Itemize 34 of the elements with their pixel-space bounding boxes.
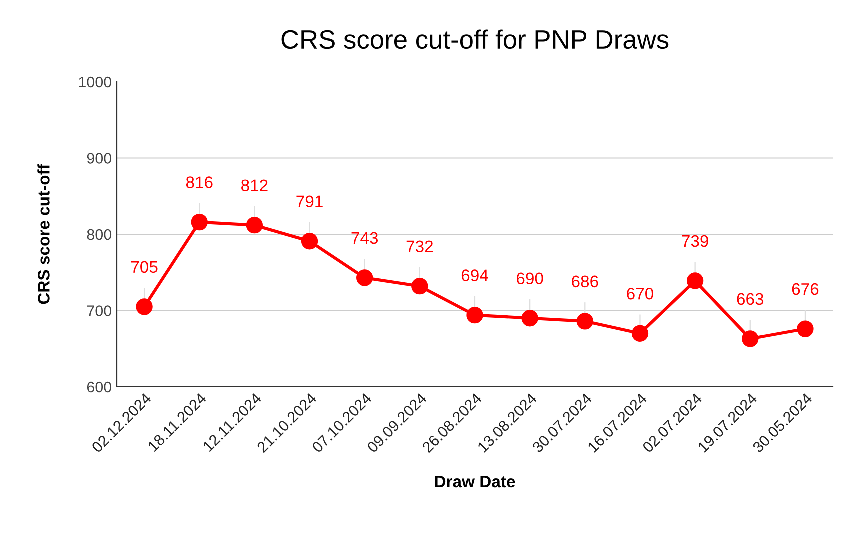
point (301, 233, 318, 250)
y-tick-label: 1000 (79, 76, 112, 88)
point (797, 320, 814, 338)
point (412, 278, 428, 295)
data-label: 739 (682, 235, 708, 248)
y-tick-label: 900 (87, 153, 112, 164)
point (742, 330, 759, 348)
point (522, 310, 538, 327)
point (136, 298, 153, 316)
point (246, 217, 264, 234)
x-axis-title: Draw Date (435, 476, 516, 488)
point (191, 214, 208, 231)
data-label: 694 (462, 270, 488, 282)
data-label: 670 (627, 288, 654, 300)
data-label: 676 (792, 283, 819, 296)
data-label: 663 (737, 293, 764, 306)
data-label: 812 (242, 180, 268, 192)
data-label: 732 (406, 240, 433, 252)
point (466, 306, 484, 324)
y-tick-label: 700 (87, 306, 112, 316)
data-label: 743 (352, 232, 378, 244)
data-label: 791 (296, 196, 323, 208)
data-label: 686 (572, 276, 598, 288)
point (632, 325, 649, 342)
y-tick-label: 600 (87, 382, 112, 393)
data-label: 705 (131, 261, 158, 274)
data-label: 690 (517, 272, 544, 285)
data-label: 816 (186, 176, 213, 188)
point (686, 272, 704, 290)
chart-title: CRS score cut-off for PNP Draws (282, 30, 669, 50)
point (356, 270, 374, 286)
y-tick-label: 800 (87, 229, 112, 240)
y-axis-title: CRS score cut-off (38, 164, 50, 304)
point (576, 313, 594, 330)
